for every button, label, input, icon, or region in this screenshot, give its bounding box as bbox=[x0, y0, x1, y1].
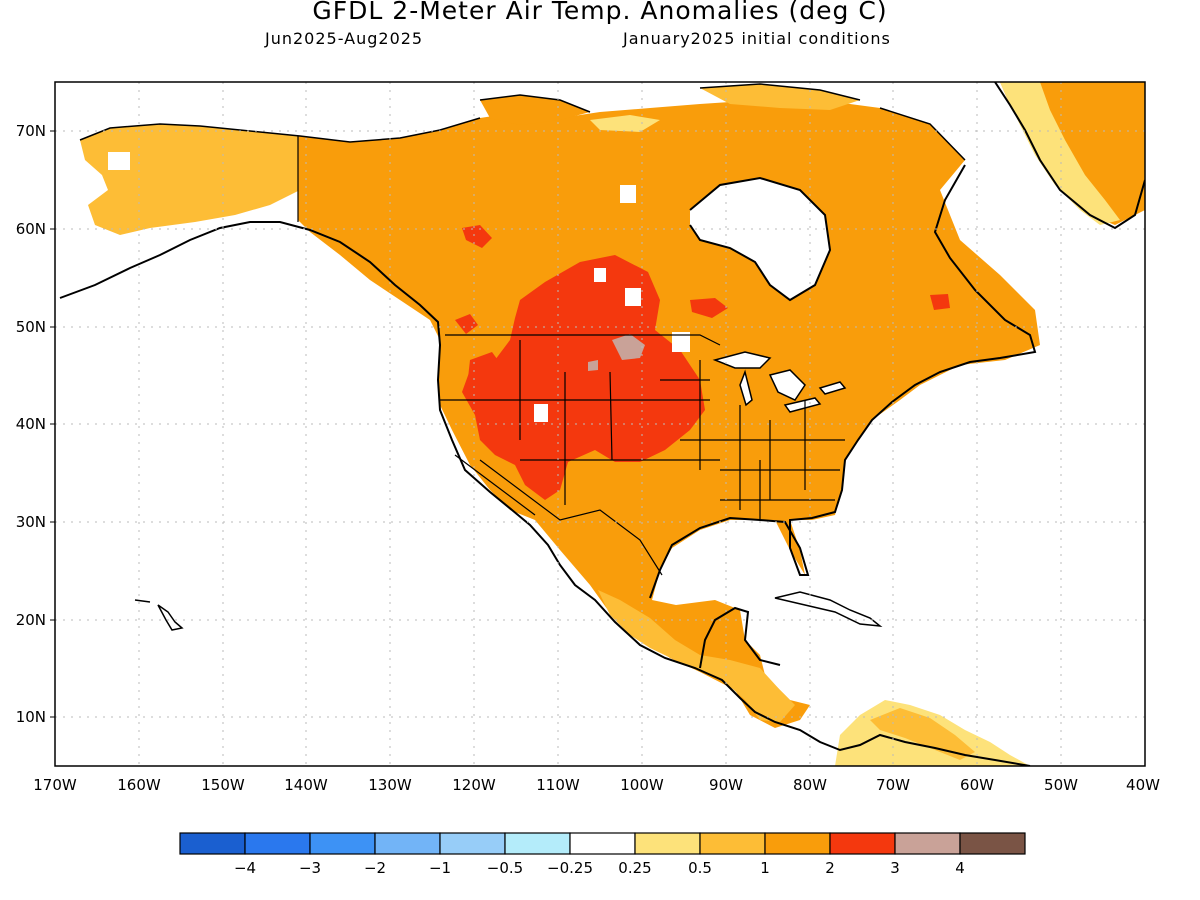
colorbar-swatch bbox=[439, 832, 506, 855]
colorbar-label: 0.5 bbox=[688, 859, 712, 877]
greenland-coast-light bbox=[1000, 82, 1120, 225]
lon-label-90w: 90W bbox=[709, 776, 743, 794]
great-lakes bbox=[712, 351, 847, 413]
anomaly-region-max-2 bbox=[588, 360, 598, 371]
lat-label-70n: 70N bbox=[16, 122, 46, 140]
colorbar-swatch bbox=[504, 832, 571, 855]
lon-label-40w: 40W bbox=[1126, 776, 1160, 794]
colorbar-label: 3 bbox=[890, 859, 900, 877]
colorbar-swatch bbox=[764, 832, 831, 855]
colorbar-swatch bbox=[634, 832, 701, 855]
anomaly-spot-2 bbox=[455, 314, 478, 334]
latitude-axis: 70N 60N 50N 40N 30N 20N 10N bbox=[16, 122, 55, 726]
anomaly-region-arctic-1 bbox=[480, 95, 590, 125]
lat-label-40n: 40N bbox=[16, 415, 46, 433]
yucatan-coast bbox=[699, 606, 781, 669]
hawaii bbox=[134, 599, 184, 631]
colorbar-swatch bbox=[894, 832, 961, 855]
lon-label-160w: 160W bbox=[117, 776, 161, 794]
anomaly-region-arctic-3 bbox=[590, 115, 660, 132]
lat-label-20n: 20N bbox=[16, 611, 46, 629]
colorbar-label: −1 bbox=[429, 859, 451, 877]
colorbar-swatch bbox=[244, 832, 311, 855]
lon-label-60w: 60W bbox=[960, 776, 994, 794]
political-borders bbox=[297, 136, 845, 576]
anomaly-spot-4 bbox=[930, 294, 950, 310]
map-title: GFDL 2-Meter Air Temp. Anomalies (deg C) bbox=[312, 0, 888, 25]
colorbar-label: −0.25 bbox=[547, 859, 593, 877]
colorbar-swatch bbox=[699, 832, 766, 855]
data-gap-4 bbox=[594, 268, 606, 282]
lon-label-70w: 70W bbox=[876, 776, 910, 794]
colorbar-swatch bbox=[179, 832, 246, 855]
colorbar-label: −3 bbox=[299, 859, 321, 877]
lat-label-50n: 50N bbox=[16, 318, 46, 336]
colorbar-swatch bbox=[374, 832, 441, 855]
colorbar: −4 −3 −2 −1 −0.5 −0.25 0.25 0.5 1 2 3 4 bbox=[179, 832, 1026, 877]
anomaly-region-plains-west bbox=[468, 352, 505, 395]
cuba bbox=[774, 591, 883, 627]
colorbar-label: 2 bbox=[825, 859, 835, 877]
hudson-coast bbox=[689, 176, 832, 302]
lat-label-30n: 30N bbox=[16, 513, 46, 531]
colorbar-swatch bbox=[569, 832, 636, 855]
lon-label-170w: 170W bbox=[33, 776, 77, 794]
colorbar-label: −4 bbox=[234, 859, 256, 877]
forecast-period: Jun2025-Aug2025 bbox=[265, 29, 424, 48]
colorbar-swatch bbox=[959, 832, 1026, 855]
arctic-coast bbox=[79, 83, 966, 161]
initial-conditions: January2025 initial conditions bbox=[623, 29, 891, 48]
data-gap-6 bbox=[108, 152, 130, 170]
lon-label-50w: 50W bbox=[1044, 776, 1078, 794]
anomaly-region-max bbox=[612, 334, 645, 360]
hudson-bay bbox=[690, 178, 830, 300]
coastline bbox=[59, 221, 1031, 766]
data-gap-2 bbox=[672, 332, 690, 352]
lat-label-60n: 60N bbox=[16, 220, 46, 238]
lon-label-100w: 100W bbox=[620, 776, 664, 794]
colorbar-label: 0.25 bbox=[618, 859, 651, 877]
lon-label-110w: 110W bbox=[536, 776, 580, 794]
data-gap-3 bbox=[625, 288, 641, 306]
colorbar-swatch bbox=[309, 832, 376, 855]
colorbar-label: −2 bbox=[364, 859, 386, 877]
anomaly-region-south-america-2 bbox=[870, 708, 975, 760]
colorbar-label: −0.5 bbox=[487, 859, 523, 877]
lon-label-150w: 150W bbox=[201, 776, 245, 794]
greenland-coast bbox=[994, 82, 1145, 230]
lon-label-140w: 140W bbox=[284, 776, 328, 794]
lon-label-130w: 130W bbox=[368, 776, 412, 794]
lon-label-80w: 80W bbox=[793, 776, 827, 794]
colorbar-swatch bbox=[829, 832, 896, 855]
data-gap-1 bbox=[534, 404, 548, 422]
colorbar-label: 1 bbox=[760, 859, 770, 877]
map-area bbox=[55, 82, 1145, 766]
data-gap-5 bbox=[620, 185, 636, 203]
longitude-axis: 170W 160W 150W 140W 130W 120W 110W 100W … bbox=[33, 776, 1160, 794]
colorbar-label: 4 bbox=[955, 859, 965, 877]
anomaly-region-mexico-light bbox=[598, 590, 795, 722]
anomaly-region-alaska bbox=[80, 124, 330, 235]
graticule bbox=[55, 82, 1145, 766]
lon-label-120w: 120W bbox=[452, 776, 496, 794]
anomaly-region-plains bbox=[462, 255, 705, 500]
anomaly-spot-1 bbox=[462, 225, 492, 248]
lat-label-10n: 10N bbox=[16, 708, 46, 726]
anomaly-spot-3 bbox=[690, 298, 728, 318]
